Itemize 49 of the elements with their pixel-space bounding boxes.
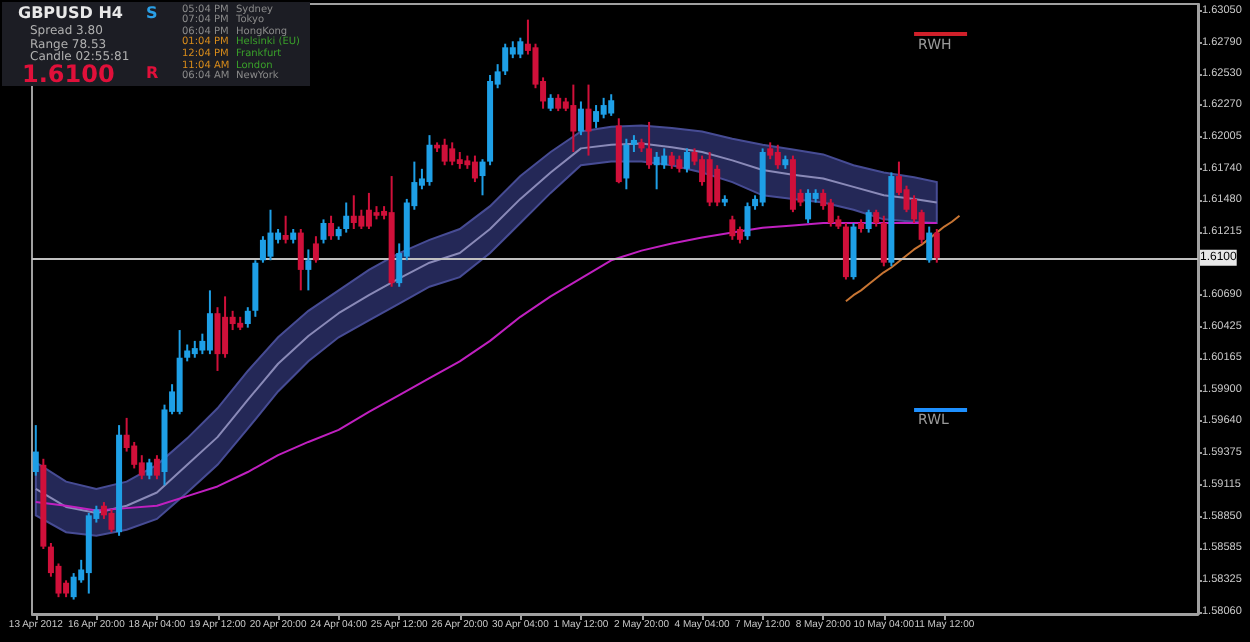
candlestick [32, 424, 39, 477]
candlestick [683, 147, 690, 174]
chart-title: GBPUSD H4 [18, 4, 123, 22]
candlestick [585, 83, 592, 157]
candlestick [570, 83, 577, 153]
candlestick [365, 191, 372, 230]
candlestick [297, 227, 304, 292]
candlestick [312, 235, 319, 264]
annotation: S [146, 4, 158, 22]
candlestick [865, 208, 872, 234]
annotation: 1.6100 [22, 60, 115, 88]
candlestick [926, 225, 933, 264]
candlestick [305, 248, 312, 292]
candlestick [729, 214, 736, 241]
candlestick [343, 201, 350, 234]
candlestick [714, 164, 721, 208]
candlestick [623, 137, 630, 191]
candlestick [320, 218, 327, 245]
candlestick [328, 214, 335, 241]
candlestick [146, 457, 153, 481]
candlestick [706, 150, 713, 208]
candlestick [646, 120, 653, 170]
candlestick [471, 154, 478, 184]
candlestick [138, 454, 145, 481]
candlestick [577, 100, 584, 137]
candlestick [933, 227, 940, 264]
candlestick [880, 214, 887, 268]
candlestick [108, 508, 115, 534]
candlestick [449, 141, 456, 167]
candlestick [517, 36, 524, 60]
candlestick [441, 137, 448, 167]
annotation: R [146, 64, 159, 82]
candlestick [259, 235, 266, 264]
candlestick [426, 134, 433, 187]
candlestick [608, 93, 615, 117]
candlestick [827, 197, 834, 228]
candlestick [593, 104, 600, 129]
line-series [844, 214, 961, 303]
candlestick [653, 150, 660, 191]
candlestick [222, 295, 229, 359]
candlestick [350, 194, 357, 230]
candlestick [600, 96, 607, 120]
candlestick [805, 188, 812, 224]
candlestick [206, 289, 213, 356]
candlestick [744, 201, 751, 241]
candlestick [774, 143, 781, 170]
candlestick [282, 214, 289, 245]
candlestick [267, 208, 274, 262]
candlestick [153, 454, 160, 481]
